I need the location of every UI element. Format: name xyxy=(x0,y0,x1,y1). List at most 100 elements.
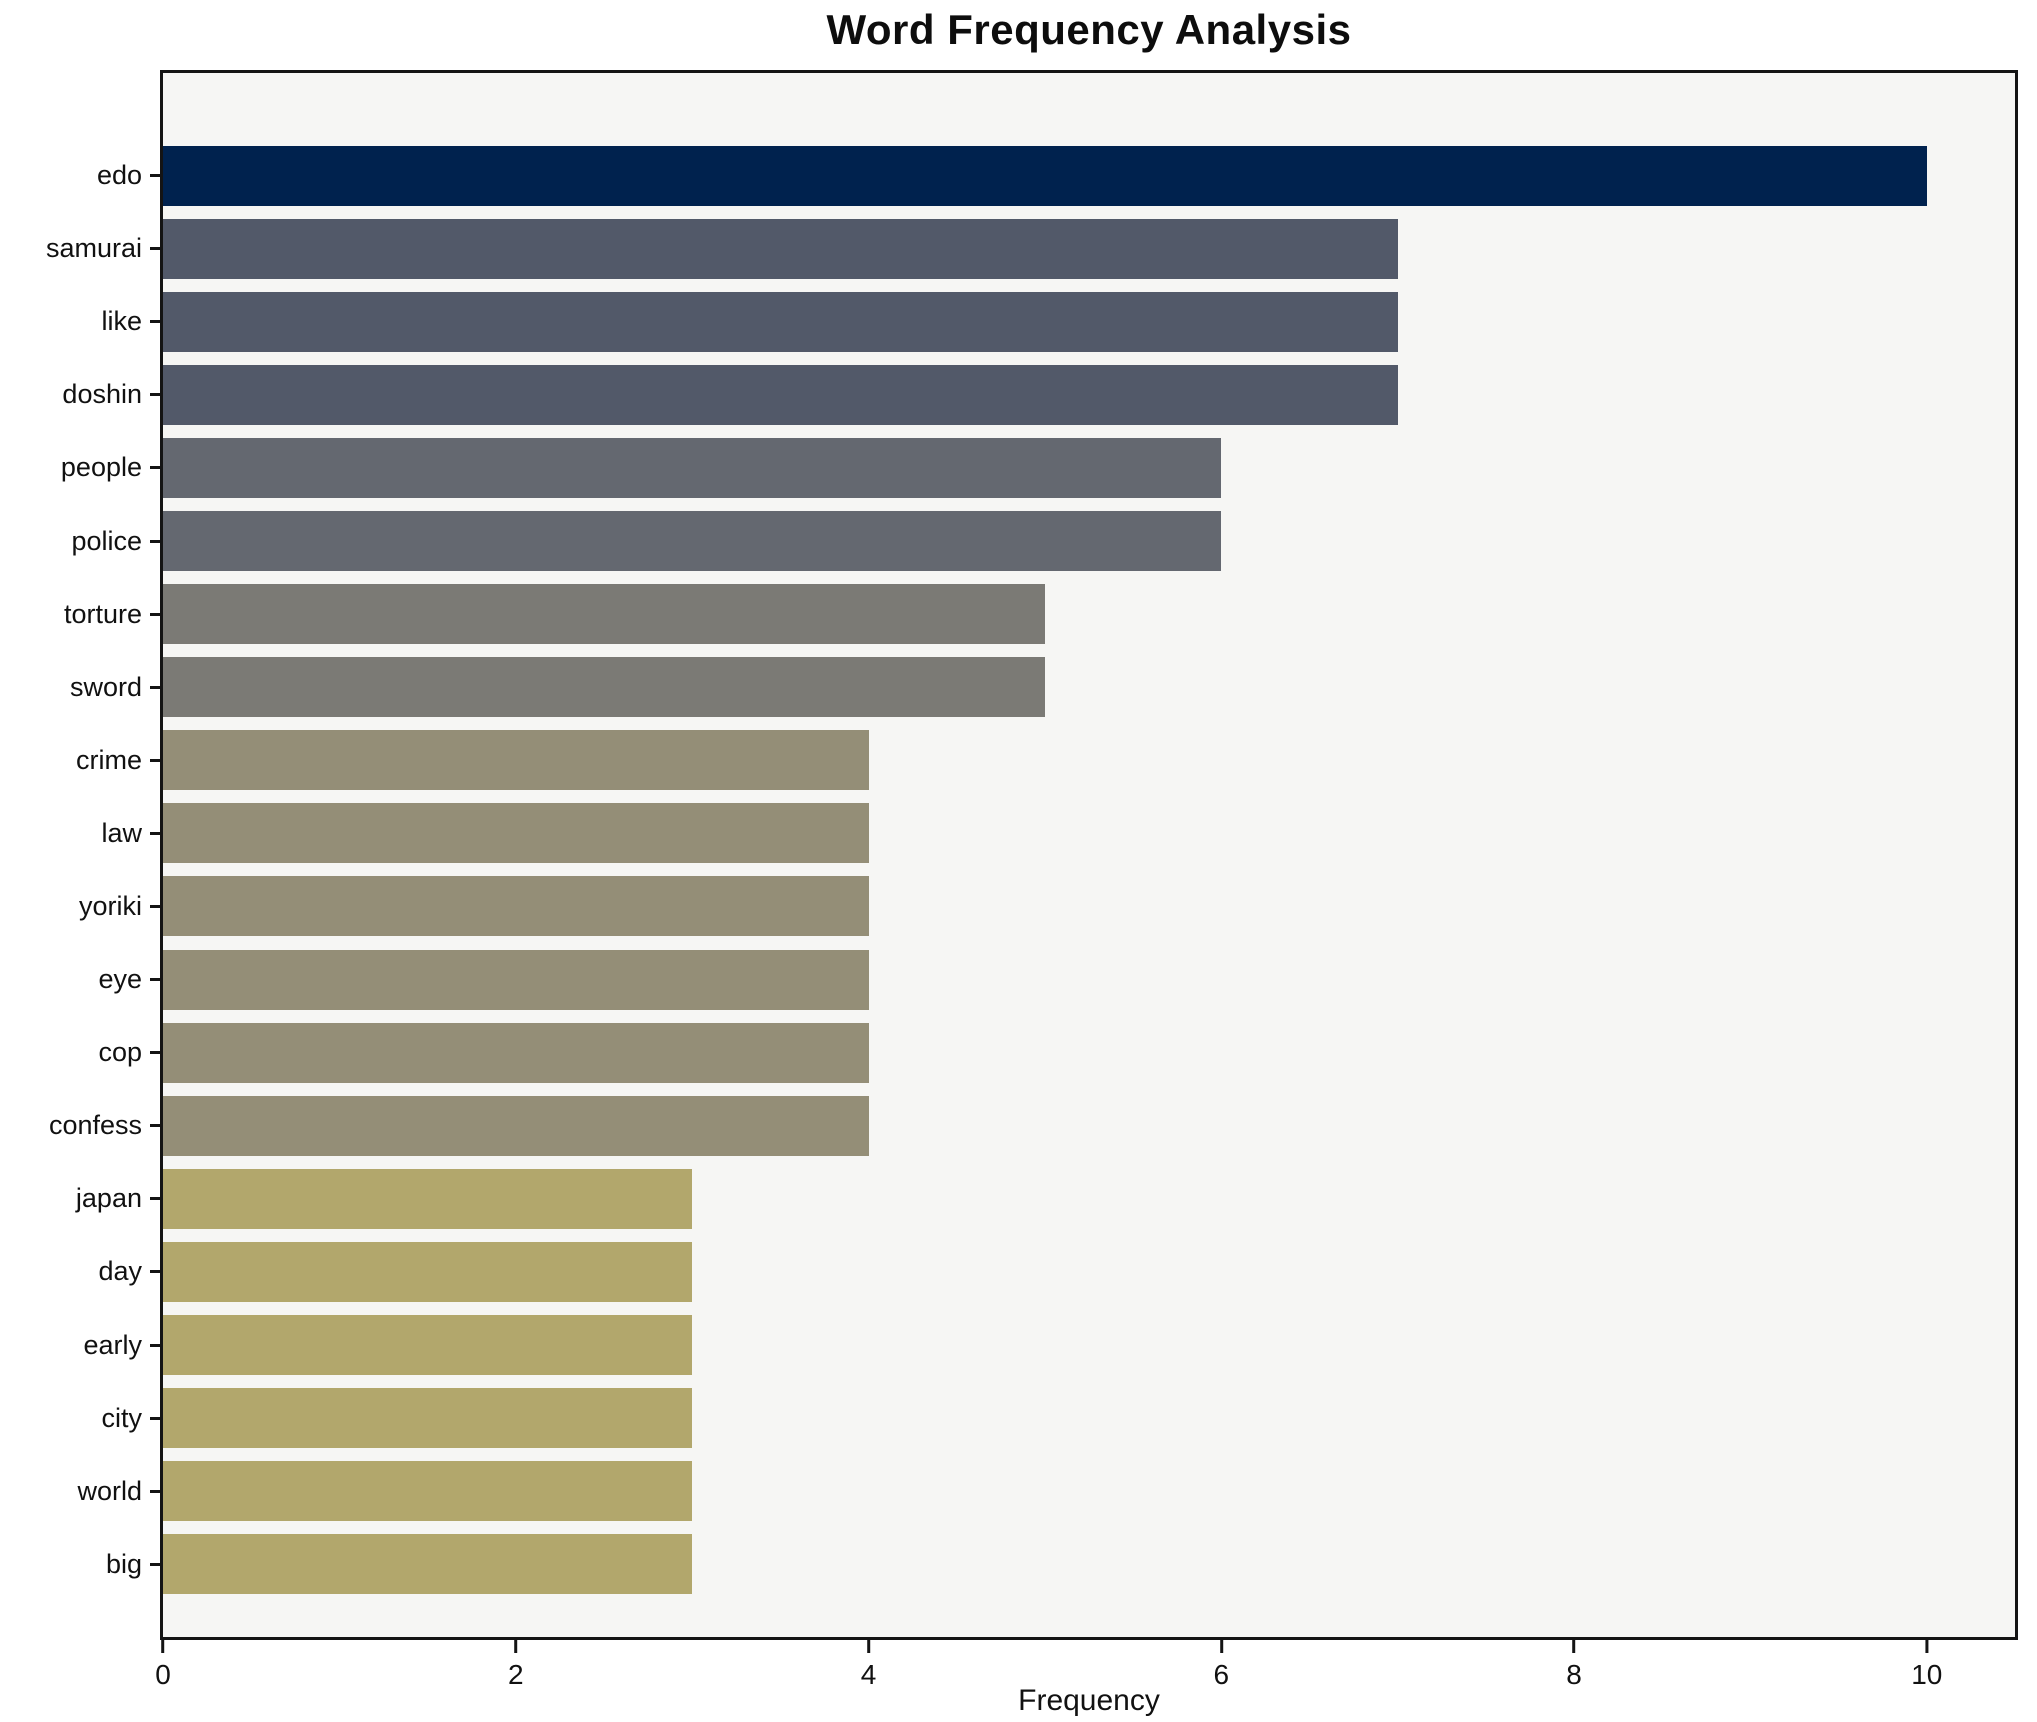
y-tick-mark xyxy=(150,1051,160,1055)
bar-samurai xyxy=(163,218,1398,279)
bar-law xyxy=(163,803,869,864)
y-tick-mark xyxy=(150,978,160,982)
x-tick-6: 6 xyxy=(1213,1640,1229,1691)
x-tick-mark xyxy=(867,1640,871,1653)
y-tick-row: crime xyxy=(0,724,160,797)
y-tick-mark xyxy=(150,1270,160,1274)
y-tick-label-day: day xyxy=(98,1256,142,1287)
y-tick-label-police: police xyxy=(71,525,142,556)
y-tick-row: day xyxy=(0,1235,160,1308)
y-tick-row: like xyxy=(0,285,160,358)
y-tick-mark xyxy=(150,1124,160,1128)
bar-row xyxy=(163,1235,2015,1308)
bar-japan xyxy=(163,1168,693,1229)
y-tick-label-law: law xyxy=(101,817,142,848)
x-axis-title: Frequency xyxy=(1018,1684,1160,1717)
bar-row xyxy=(163,504,2015,577)
bar-row xyxy=(163,1382,2015,1455)
bar-row xyxy=(163,651,2015,724)
y-tick-mark xyxy=(150,1489,160,1493)
y-axis-labels: edo samurai like doshin people police torture s… xyxy=(0,73,160,1637)
bar-row xyxy=(163,1528,2015,1601)
x-tick-mark xyxy=(1925,1640,1929,1653)
bar-row xyxy=(163,1162,2015,1235)
x-tick-label: 2 xyxy=(507,1659,524,1690)
y-tick-row: cop xyxy=(0,1016,160,1089)
y-tick-label-samurai: samurai xyxy=(45,233,142,264)
bar-row xyxy=(163,870,2015,943)
bar-city xyxy=(163,1388,693,1449)
y-tick-label-japan: japan xyxy=(75,1183,142,1214)
y-tick-row: samurai xyxy=(0,212,160,285)
bar-cop xyxy=(163,1022,869,1083)
y-tick-mark xyxy=(150,758,160,762)
bar-row xyxy=(163,1455,2015,1528)
y-tick-label-edo: edo xyxy=(96,160,142,191)
y-tick-mark xyxy=(150,247,160,251)
x-tick-mark xyxy=(1219,1640,1223,1653)
x-tick-2: 2 xyxy=(508,1640,524,1691)
bar-police xyxy=(163,511,1222,572)
bar-row xyxy=(163,1016,2015,1089)
bar-row xyxy=(163,797,2015,870)
y-tick-mark xyxy=(150,904,160,908)
y-tick-row: doshin xyxy=(0,358,160,431)
x-tick-label: 10 xyxy=(1911,1659,1943,1690)
y-tick-label-cop: cop xyxy=(98,1037,142,1068)
x-tick-label: 6 xyxy=(1213,1659,1230,1690)
x-tick-mark xyxy=(514,1640,518,1653)
y-tick-mark xyxy=(150,1343,160,1347)
bar-yoriki xyxy=(163,876,869,937)
y-tick-row: eye xyxy=(0,943,160,1016)
bar-big xyxy=(163,1534,693,1595)
y-tick-row: early xyxy=(0,1309,160,1382)
x-tick-label: 8 xyxy=(1566,1659,1582,1690)
bar-row xyxy=(163,1309,2015,1382)
bar-world xyxy=(163,1461,693,1522)
x-tick-mark xyxy=(1572,1640,1576,1653)
x-tick-label: 0 xyxy=(155,1659,171,1690)
y-tick-row: world xyxy=(0,1455,160,1528)
bar-edo xyxy=(163,145,1927,206)
y-tick-row: city xyxy=(0,1382,160,1455)
y-tick-row: big xyxy=(0,1528,160,1601)
y-tick-mark xyxy=(150,1197,160,1201)
bar-sword xyxy=(163,657,1045,718)
bar-row xyxy=(163,431,2015,504)
bar-confess xyxy=(163,1095,869,1156)
bar-day xyxy=(163,1241,693,1302)
x-tick-8: 8 xyxy=(1566,1640,1582,1691)
x-tick-mark xyxy=(161,1640,165,1653)
y-tick-mark xyxy=(150,466,160,470)
bar-eye xyxy=(163,949,869,1010)
y-tick-label-big: big xyxy=(105,1548,142,1579)
bar-row xyxy=(163,1089,2015,1162)
bar-people xyxy=(163,437,1222,498)
y-tick-label-crime: crime xyxy=(76,744,142,775)
y-tick-mark xyxy=(150,320,160,324)
y-tick-row: people xyxy=(0,431,160,504)
x-tick-label: 4 xyxy=(860,1659,877,1690)
y-tick-row: police xyxy=(0,504,160,577)
bars xyxy=(163,73,2015,1637)
x-tick-0: 0 xyxy=(155,1640,171,1691)
y-tick-mark xyxy=(150,1562,160,1566)
bar-like xyxy=(163,291,1398,352)
y-tick-label-torture: torture xyxy=(63,598,142,629)
x-tick-10: 10 xyxy=(1911,1640,1942,1691)
y-tick-label-yoriki: yoriki xyxy=(78,890,142,921)
y-tick-mark xyxy=(150,174,160,178)
y-tick-label-city: city xyxy=(101,1402,143,1433)
bar-early xyxy=(163,1315,693,1376)
y-tick-label-sword: sword xyxy=(69,671,142,702)
bar-row xyxy=(163,578,2015,651)
y-tick-mark xyxy=(150,612,160,616)
y-tick-row: law xyxy=(0,797,160,870)
y-tick-label-eye: eye xyxy=(98,964,142,995)
bar-row xyxy=(163,212,2015,285)
y-tick-label-early: early xyxy=(83,1329,142,1360)
y-tick-label-confess: confess xyxy=(48,1110,142,1141)
bar-row xyxy=(163,139,2015,212)
y-tick-mark xyxy=(150,539,160,543)
y-tick-row: torture xyxy=(0,578,160,651)
